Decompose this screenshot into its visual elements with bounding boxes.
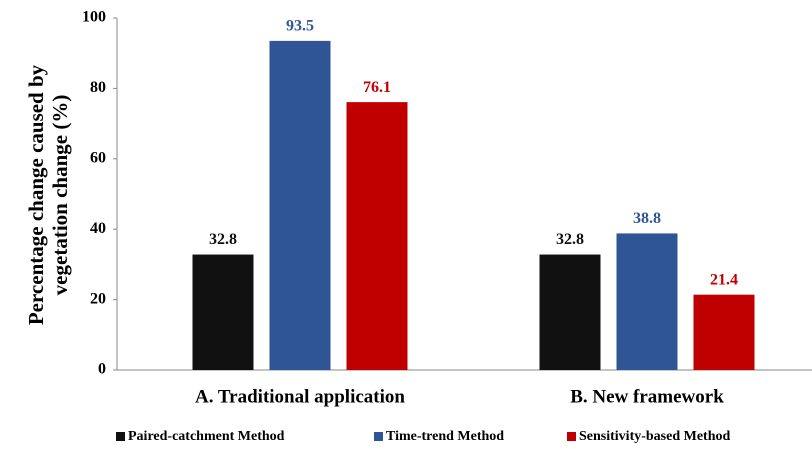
legend-swatch [567,432,576,441]
bar [269,40,331,370]
legend-label: Time-trend Method [386,429,504,444]
value-label: 38.8 [633,210,661,227]
value-label: 32.8 [556,231,584,248]
y-tick-label: 20 [90,290,106,307]
y-tick-label: 100 [82,9,106,26]
y-tick-label: 0 [98,361,106,378]
legend-swatch [374,432,383,441]
bar [192,254,254,370]
legend-label: Paired-catchment Method [128,429,285,444]
y-axis-label: vegetation change (%) [48,95,72,296]
value-label: 93.5 [286,18,314,35]
y-tick-label: 80 [90,79,106,96]
legend-swatch [116,432,125,441]
value-label: 21.4 [710,271,738,288]
y-tick-label: 40 [90,220,106,237]
value-label: 32.8 [209,231,237,248]
x-tick-label: B. New framework [570,386,724,407]
legend-label: Sensitivity-based Method [579,429,731,444]
y-axis-label: Percentage change caused by [24,64,48,325]
bar [693,294,755,370]
bar [539,254,601,370]
bar [346,102,408,371]
bar [616,233,678,370]
value-label: 76.1 [363,79,391,96]
y-tick-label: 60 [90,149,106,166]
x-tick-label: A. Traditional application [195,386,405,407]
